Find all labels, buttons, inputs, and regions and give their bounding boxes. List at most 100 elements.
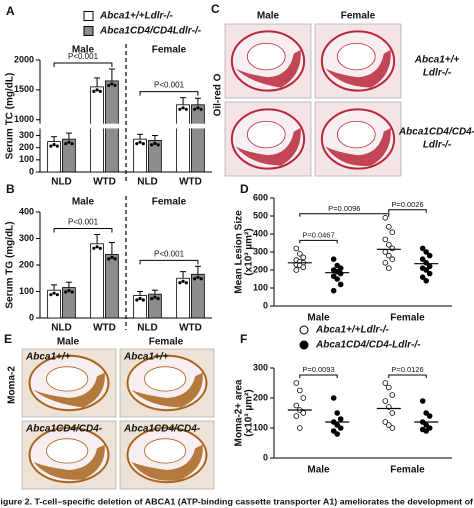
x-tick-label: NLD xyxy=(137,177,158,188)
lumen xyxy=(336,120,376,149)
data-point xyxy=(297,387,303,394)
legend-label: Abca1CD4/CD4-Ldlr-/- xyxy=(315,340,421,351)
panel-label: A xyxy=(6,4,15,18)
dot-deco xyxy=(193,277,197,281)
data-point xyxy=(423,410,429,416)
data-point xyxy=(426,270,433,277)
annotation: P<0.001 xyxy=(154,249,185,258)
dot-deco xyxy=(64,142,68,146)
image-label: Abca1+/+ xyxy=(123,352,169,363)
data-point xyxy=(389,229,396,236)
y-tick-label: 300 xyxy=(253,362,268,372)
y-tick-label: 400 xyxy=(253,228,268,238)
dot-deco xyxy=(67,288,71,293)
x-tick-label: WTD xyxy=(179,323,202,334)
data-point xyxy=(382,259,389,266)
lumen xyxy=(336,42,376,71)
data-point xyxy=(337,265,344,272)
data-point xyxy=(293,402,300,409)
y-tick-label: 0 xyxy=(263,300,268,310)
y-tick-label: 200 xyxy=(19,142,34,152)
dot-deco xyxy=(49,144,53,148)
data-point xyxy=(293,245,300,252)
row-title: Oil-red O xyxy=(213,73,224,116)
data-point xyxy=(330,428,337,434)
data-point xyxy=(386,384,392,391)
data-point xyxy=(337,425,344,431)
data-point xyxy=(300,254,307,261)
data-point xyxy=(386,252,392,259)
dot-deco xyxy=(98,246,102,250)
y-tick-label: 600 xyxy=(253,192,268,202)
dot-deco xyxy=(110,255,114,259)
data-point xyxy=(382,380,389,386)
data-point xyxy=(389,256,396,263)
y-axis-label: (x10³ µm²) xyxy=(244,389,255,436)
dot-deco xyxy=(181,279,185,283)
lumen xyxy=(46,438,89,464)
dot-deco xyxy=(67,140,71,144)
data-point xyxy=(382,398,389,404)
legend-label: Abca1CD4/CD4Ldlr-/- xyxy=(99,26,202,37)
annotation: P=0.0096 xyxy=(328,204,360,213)
dot-deco xyxy=(135,142,139,146)
bar xyxy=(191,104,205,173)
data-point xyxy=(389,425,396,431)
bar xyxy=(90,86,104,173)
annotation: P=0.0093 xyxy=(302,365,334,374)
dot-deco xyxy=(153,295,157,299)
dot-deco xyxy=(184,281,188,285)
data-point xyxy=(423,267,429,273)
legend-swatch xyxy=(83,11,94,21)
panel-label: D xyxy=(240,182,249,196)
data-point xyxy=(419,274,426,281)
data-point xyxy=(389,245,396,252)
axis-break xyxy=(34,123,212,129)
dot-deco xyxy=(70,142,74,146)
data-point xyxy=(419,398,426,404)
annotation: P<0.001 xyxy=(154,81,185,90)
annotation: P=0.0026 xyxy=(391,200,423,209)
data-point xyxy=(426,413,433,419)
x-tick-label: Male xyxy=(307,313,330,324)
annotation: P<0.001 xyxy=(68,52,99,61)
legend-label: Abca1+/+Ldlr-/- xyxy=(99,11,173,22)
data-point xyxy=(300,395,307,401)
y-tick-label: 100 xyxy=(19,286,34,296)
dot-deco xyxy=(52,143,56,147)
y-tick-label: 200 xyxy=(19,259,34,269)
data-point xyxy=(330,256,337,263)
legend-marker xyxy=(299,325,309,335)
x-tick-label: Female xyxy=(390,465,425,476)
annotation: P<0.001 xyxy=(68,218,99,227)
bracket xyxy=(299,213,390,217)
column-label: Female xyxy=(149,337,184,348)
dot-deco xyxy=(184,107,188,111)
data-point xyxy=(337,281,344,288)
lumen xyxy=(144,438,187,464)
y-tick-label: 500 xyxy=(253,210,268,220)
data-point xyxy=(300,264,307,271)
dot-deco xyxy=(55,293,59,297)
dot-deco xyxy=(141,142,145,146)
dot-deco xyxy=(199,277,203,281)
dot-deco xyxy=(98,89,102,93)
lumen xyxy=(246,42,286,71)
y-tick-label: 100 xyxy=(19,154,34,164)
data-point xyxy=(300,410,307,416)
data-point xyxy=(334,431,340,437)
y-tick-label: 200 xyxy=(253,264,268,274)
dot-deco xyxy=(150,297,154,301)
x-tick-label: NLD xyxy=(51,323,72,334)
bracket xyxy=(299,374,338,378)
y-tick-label: 0 xyxy=(29,312,34,322)
dot-deco xyxy=(156,297,160,301)
dot-deco xyxy=(153,141,157,145)
dot-deco xyxy=(70,290,74,294)
dot-deco xyxy=(52,291,56,295)
y-tick-label: 400 xyxy=(19,206,34,216)
data-point xyxy=(386,242,392,248)
panel-label: F xyxy=(240,332,247,346)
x-tick-label: WTD xyxy=(93,323,116,334)
